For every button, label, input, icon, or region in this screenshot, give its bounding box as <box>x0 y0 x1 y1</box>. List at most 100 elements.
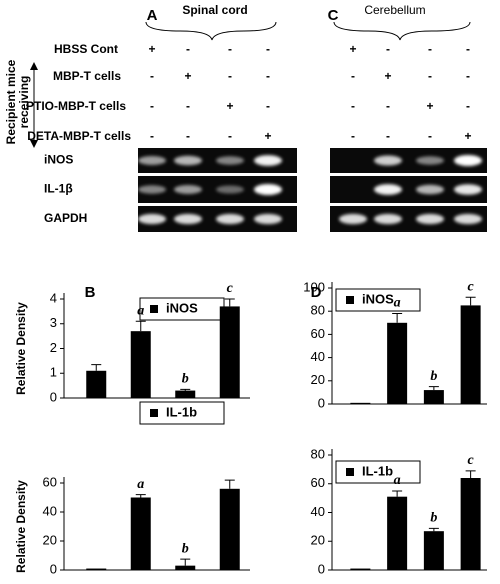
bar <box>387 496 408 570</box>
bar <box>86 370 107 398</box>
y-axis-label: Relative Density <box>14 302 28 395</box>
y-tick-label: 100 <box>303 279 325 294</box>
legend-label: iNOS <box>166 300 198 315</box>
gel-band <box>138 156 166 165</box>
y-tick-label: 0 <box>318 561 325 576</box>
gel-band <box>216 185 244 194</box>
gel-band <box>174 213 202 225</box>
error-bar <box>91 364 102 371</box>
legend-label: iNOS <box>362 291 394 306</box>
sign: - <box>351 129 355 143</box>
bar <box>460 478 481 570</box>
y-tick-label: 40 <box>311 349 325 364</box>
gel-band <box>174 185 202 194</box>
error-bar <box>180 388 191 391</box>
gel-band <box>416 213 444 225</box>
sign: - <box>351 99 355 113</box>
gel-band <box>374 213 402 225</box>
error-bar <box>392 490 403 497</box>
y-tick-label: 80 <box>311 446 325 461</box>
legend-label: IL-1b <box>362 463 393 478</box>
sign: - <box>428 129 432 143</box>
sign: - <box>186 129 190 143</box>
sign: + <box>384 69 391 83</box>
gel-band <box>254 155 282 166</box>
bar <box>175 565 196 570</box>
y-tick-label: 0 <box>318 395 325 410</box>
sign: - <box>428 42 432 56</box>
error-bar <box>224 479 235 489</box>
brace <box>333 21 471 41</box>
legend-swatch <box>150 305 158 313</box>
gel-band <box>138 185 166 194</box>
bar <box>350 402 371 404</box>
sign: - <box>466 42 470 56</box>
treatment-label: PTIO-MBP-T cells <box>26 99 126 113</box>
significance-letter: a <box>137 477 144 492</box>
gel-band <box>416 156 444 165</box>
legend-box <box>335 460 421 484</box>
gel-band <box>454 155 482 166</box>
panel-label: C <box>328 7 339 24</box>
legend-swatch <box>346 468 354 476</box>
bar <box>175 390 196 398</box>
error-bar <box>224 298 235 307</box>
bar <box>130 497 151 570</box>
error-bar <box>180 558 191 566</box>
y-tick-label: 40 <box>43 503 57 518</box>
y-tick-label: 20 <box>311 533 325 548</box>
treatment-label: HBSS Cont <box>54 42 118 56</box>
y-tick-label: 20 <box>311 372 325 387</box>
y-tick-label: 1 <box>50 365 57 380</box>
y-tick-label: 3 <box>50 315 57 330</box>
error-bar <box>428 386 439 391</box>
bar <box>387 322 408 404</box>
gel-band <box>254 213 282 225</box>
y-tick-label: 60 <box>311 475 325 490</box>
sign: + <box>184 69 191 83</box>
significance-letter: b <box>430 511 437 526</box>
legend-label: IL-1b <box>166 404 197 419</box>
sign: - <box>351 69 355 83</box>
significance-letter: c <box>468 279 475 294</box>
sign: - <box>228 129 232 143</box>
y-tick-label: 40 <box>311 504 325 519</box>
significance-letter: c <box>468 453 475 468</box>
gel-label: IL-1β <box>44 182 73 196</box>
gel-label: iNOS <box>44 153 73 167</box>
region-label: Cerebellum <box>364 3 425 17</box>
sign: + <box>426 99 433 113</box>
panel-label: A <box>147 7 158 24</box>
brace <box>145 21 277 41</box>
bar <box>423 390 444 404</box>
y-tick-label: 20 <box>43 532 57 547</box>
error-bar <box>465 296 476 306</box>
error-bar <box>428 527 439 532</box>
y-tick-label: 0 <box>50 389 57 404</box>
sign: + <box>148 42 155 56</box>
gel-band <box>454 184 482 195</box>
gel-band <box>216 156 244 165</box>
y-tick-label: 2 <box>50 340 57 355</box>
gel-band <box>254 184 282 195</box>
panel-label: D <box>311 284 322 301</box>
gel-band <box>216 213 244 225</box>
error-bar <box>135 320 146 332</box>
treatment-label: DETA-MBP-T cells <box>27 129 131 143</box>
bar <box>350 568 371 570</box>
sign: - <box>386 99 390 113</box>
error-bar <box>135 494 146 498</box>
sign: + <box>349 42 356 56</box>
sign: - <box>266 42 270 56</box>
legend-box <box>335 288 421 312</box>
significance-letter: b <box>430 369 437 384</box>
sign: - <box>466 69 470 83</box>
gel-label: GAPDH <box>44 211 87 225</box>
gel-band <box>174 155 202 166</box>
gel-band <box>138 213 166 225</box>
sign: + <box>226 99 233 113</box>
panel-label: B <box>85 284 96 301</box>
y-tick-label: 80 <box>311 303 325 318</box>
y-tick-label: 60 <box>311 326 325 341</box>
